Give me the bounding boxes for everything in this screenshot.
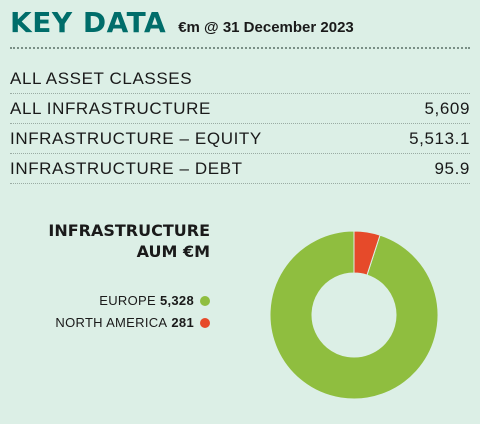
row-label: ALL ASSET CLASSES	[10, 68, 193, 88]
legend-label: NORTH AMERICA	[55, 315, 168, 330]
legend-value: 281	[171, 315, 194, 330]
legend-item-north-america: NORTH AMERICA 281	[10, 312, 210, 334]
chart-title-line1: INFRASTRUCTURE	[48, 221, 210, 240]
key-data-row: ALL INFRASTRUCTURE 5,609	[10, 94, 470, 124]
key-data-row: INFRASTRUCTURE – EQUITY 5,513.1	[10, 124, 470, 154]
legend-item-europe: EUROPE 5,328	[10, 290, 210, 312]
key-data-row: INFRASTRUCTURE – DEBT 95.9	[10, 154, 470, 184]
legend-label: EUROPE	[99, 293, 156, 308]
page-subtitle: €m @ 31 December 2023	[178, 19, 354, 36]
key-data-row: ALL ASSET CLASSES	[10, 64, 470, 94]
legend-dot-icon	[200, 296, 210, 306]
donut-chart	[269, 230, 439, 400]
header: KEY DATA €m @ 31 December 2023	[10, 6, 470, 39]
chart-title: INFRASTRUCTURE AUM €M	[10, 220, 210, 262]
legend-list: EUROPE 5,328 NORTH AMERICA 281	[10, 290, 210, 334]
legend-dot-icon	[200, 318, 210, 328]
row-label: ALL INFRASTRUCTURE	[10, 98, 211, 118]
row-value: 95.9	[434, 158, 470, 178]
row-label: INFRASTRUCTURE – DEBT	[10, 158, 243, 178]
row-value: 5,609	[424, 98, 470, 118]
chart-title-line2: AUM €M	[136, 242, 210, 261]
donut-slice-europe	[269, 230, 439, 400]
row-label: INFRASTRUCTURE – EQUITY	[10, 128, 262, 148]
donut-slice-north-america	[353, 230, 381, 276]
row-value: 5,513.1	[409, 128, 470, 148]
key-data-table: ALL ASSET CLASSES ALL INFRASTRUCTURE 5,6…	[10, 64, 470, 184]
legend-value: 5,328	[159, 293, 194, 308]
page-title: KEY DATA	[10, 6, 167, 39]
chart-legend: INFRASTRUCTURE AUM €M EUROPE 5,328 NORTH…	[10, 220, 210, 334]
header-divider	[10, 47, 470, 49]
